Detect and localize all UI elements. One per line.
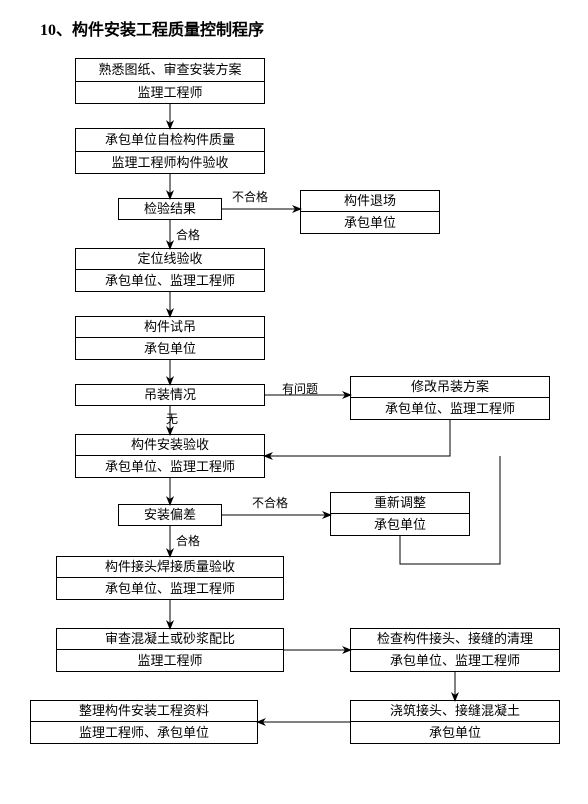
node-n8: 安装偏差 <box>118 504 222 526</box>
edge-label-1: 合格 <box>176 226 200 243</box>
node-n10-row0: 审查混凝土或砂浆配比 <box>56 628 284 650</box>
node-n5: 构件试吊承包单位 <box>75 316 265 360</box>
node-n12: 整理构件安装工程资料监理工程师、承包单位 <box>30 700 258 744</box>
node-n12-row0: 整理构件安装工程资料 <box>30 700 258 722</box>
node-rej1: 构件退场承包单位 <box>300 190 440 234</box>
node-n7: 构件安装验收承包单位、监理工程师 <box>75 434 265 478</box>
node-fix1-row0: 修改吊装方案 <box>350 376 550 398</box>
node-fix2: 重新调整承包单位 <box>330 492 470 536</box>
node-fix1: 修改吊装方案承包单位、监理工程师 <box>350 376 550 420</box>
node-n9-row1: 承包单位、监理工程师 <box>56 578 284 600</box>
edge-label-4: 不合格 <box>252 494 288 511</box>
node-n2-row1: 监理工程师构件验收 <box>75 152 265 174</box>
node-n6: 吊装情况 <box>75 384 265 406</box>
node-fix1-row1: 承包单位、监理工程师 <box>350 398 550 420</box>
node-n13-row0: 浇筑接头、接缝混凝土 <box>350 700 560 722</box>
node-n12-row1: 监理工程师、承包单位 <box>30 722 258 744</box>
node-n11: 检查构件接头、接缝的清理承包单位、监理工程师 <box>350 628 560 672</box>
node-fix2-row0: 重新调整 <box>330 492 470 514</box>
node-n8-row0: 安装偏差 <box>118 504 222 526</box>
node-n13: 浇筑接头、接缝混凝土承包单位 <box>350 700 560 744</box>
node-n3: 检验结果 <box>118 198 222 220</box>
node-n11-row1: 承包单位、监理工程师 <box>350 650 560 672</box>
node-n11-row0: 检查构件接头、接缝的清理 <box>350 628 560 650</box>
node-n4-row1: 承包单位、监理工程师 <box>75 270 265 292</box>
edge-label-3: 无 <box>166 410 178 427</box>
node-n5-row0: 构件试吊 <box>75 316 265 338</box>
node-n10-row1: 监理工程师 <box>56 650 284 672</box>
node-n7-row0: 构件安装验收 <box>75 434 265 456</box>
node-n1-row1: 监理工程师 <box>75 82 265 104</box>
node-rej1-row1: 承包单位 <box>300 212 440 234</box>
node-n2: 承包单位自检构件质量监理工程师构件验收 <box>75 128 265 174</box>
node-n3-row0: 检验结果 <box>118 198 222 220</box>
edge-label-5: 合格 <box>176 532 200 549</box>
edge-label-2: 有问题 <box>282 380 318 397</box>
node-n6-row0: 吊装情况 <box>75 384 265 406</box>
node-rej1-row0: 构件退场 <box>300 190 440 212</box>
node-n4-row0: 定位线验收 <box>75 248 265 270</box>
page-title: 10、构件安装工程质量控制程序 <box>40 16 264 40</box>
node-n10: 审查混凝土或砂浆配比监理工程师 <box>56 628 284 672</box>
node-n7-row1: 承包单位、监理工程师 <box>75 456 265 478</box>
node-n2-row0: 承包单位自检构件质量 <box>75 128 265 152</box>
edge-label-0: 不合格 <box>232 188 268 205</box>
node-n13-row1: 承包单位 <box>350 722 560 744</box>
node-n1: 熟悉图纸、审查安装方案监理工程师 <box>75 58 265 104</box>
node-n4: 定位线验收承包单位、监理工程师 <box>75 248 265 292</box>
node-n1-row0: 熟悉图纸、审查安装方案 <box>75 58 265 82</box>
node-n5-row1: 承包单位 <box>75 338 265 360</box>
node-fix2-row1: 承包单位 <box>330 514 470 536</box>
node-n9: 构件接头焊接质量验收承包单位、监理工程师 <box>56 556 284 600</box>
arrow-15 <box>265 420 450 456</box>
node-n9-row0: 构件接头焊接质量验收 <box>56 556 284 578</box>
